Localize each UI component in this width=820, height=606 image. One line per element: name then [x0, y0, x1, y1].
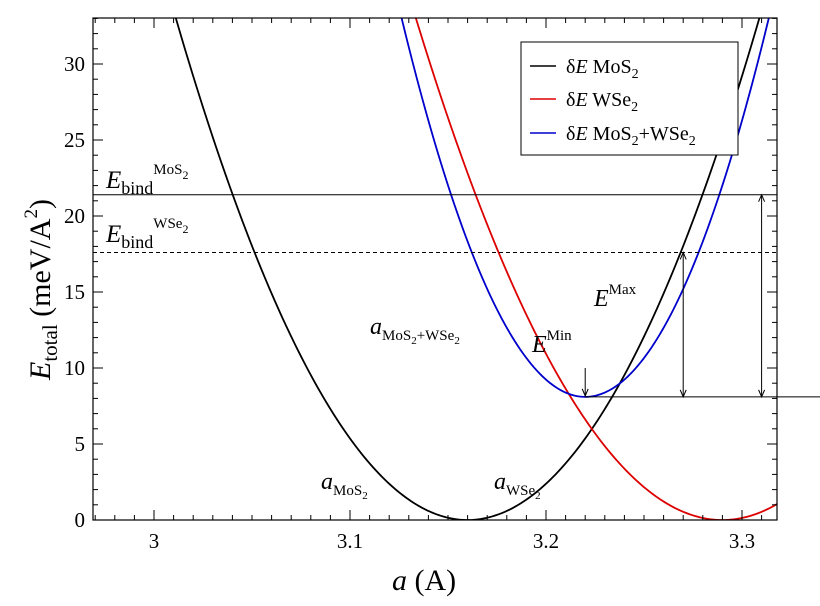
e-max-arrow-head-top [758, 193, 766, 202]
e-max-arrow-head-bottom [758, 389, 766, 399]
a-mos2-label: aMoS2 [321, 469, 368, 502]
x-tick-label: 3.3 [729, 529, 755, 553]
e-min-label: EMin [531, 328, 572, 358]
x-tick-label: 3.1 [337, 529, 363, 553]
series-line-0 [174, 18, 761, 520]
e-min-arrow-head-bottom [679, 389, 687, 399]
ebind-mos2-label: EbindMoS2 [105, 162, 188, 198]
x-axis-label: a (A) [392, 564, 456, 597]
plot-frame [92, 17, 778, 521]
y-tick-label: 30 [64, 52, 85, 76]
y-tick-label: 0 [75, 508, 86, 532]
reference-line-layer [93, 194, 777, 253]
legend-label-mos2: δE MoS2 [566, 56, 639, 82]
y-tick-label: 25 [64, 128, 85, 152]
legend-label-combined: δE MoS2+WSe2 [566, 123, 696, 149]
tick-layer [93, 17, 777, 521]
a-wse2-label: aWSe2 [494, 469, 541, 502]
tick-label-layer: 33.13.23.33.4051015202530 [64, 52, 755, 553]
a-combined-label: aMoS2+WSe2 [370, 314, 460, 347]
y-axis-label: Etotal (meV/A2) [21, 199, 62, 381]
y-tick-label: 15 [64, 280, 85, 304]
e-min-arrow-head-top [679, 251, 687, 260]
legend: δE MoS2 δE WSe2 δE MoS2+WSe2 [520, 41, 739, 156]
y-tick-label: 10 [64, 356, 85, 380]
series-line-1 [414, 18, 777, 520]
x-tick-label: 3 [149, 529, 160, 553]
y-tick-label: 20 [64, 204, 85, 228]
e-max-label: EMax [593, 282, 637, 312]
legend-label-wse2: δE WSe2 [566, 89, 638, 115]
ebind-wse2-label: EbindWSe2 [105, 216, 188, 252]
annotation-arrow-layer [581, 193, 820, 399]
legend-box [520, 41, 739, 156]
y-tick-label: 5 [75, 432, 86, 456]
a-combined-arrow-head [581, 388, 589, 398]
x-tick-label: 3.2 [533, 529, 559, 553]
